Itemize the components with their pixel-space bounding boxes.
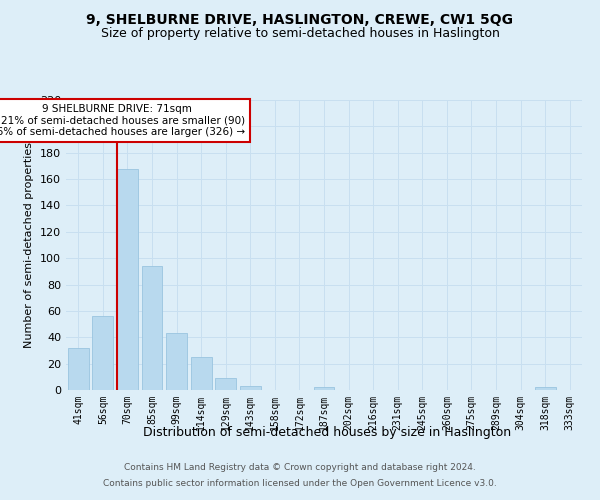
Text: Size of property relative to semi-detached houses in Haslington: Size of property relative to semi-detach… bbox=[101, 28, 499, 40]
Bar bbox=[68, 348, 89, 390]
Text: Contains HM Land Registry data © Crown copyright and database right 2024.: Contains HM Land Registry data © Crown c… bbox=[124, 464, 476, 472]
Text: 9, SHELBURNE DRIVE, HASLINGTON, CREWE, CW1 5QG: 9, SHELBURNE DRIVE, HASLINGTON, CREWE, C… bbox=[86, 12, 514, 26]
Text: 9 SHELBURNE DRIVE: 71sqm
← 21% of semi-detached houses are smaller (90)
76% of s: 9 SHELBURNE DRIVE: 71sqm ← 21% of semi-d… bbox=[0, 104, 245, 137]
Y-axis label: Number of semi-detached properties: Number of semi-detached properties bbox=[25, 142, 34, 348]
Text: Contains public sector information licensed under the Open Government Licence v3: Contains public sector information licen… bbox=[103, 478, 497, 488]
Bar bbox=[215, 378, 236, 390]
Bar bbox=[240, 386, 261, 390]
Bar bbox=[142, 266, 163, 390]
Bar bbox=[166, 334, 187, 390]
Text: Distribution of semi-detached houses by size in Haslington: Distribution of semi-detached houses by … bbox=[143, 426, 511, 439]
Bar bbox=[117, 168, 138, 390]
Bar bbox=[535, 388, 556, 390]
Bar bbox=[92, 316, 113, 390]
Bar bbox=[191, 357, 212, 390]
Bar bbox=[314, 388, 334, 390]
